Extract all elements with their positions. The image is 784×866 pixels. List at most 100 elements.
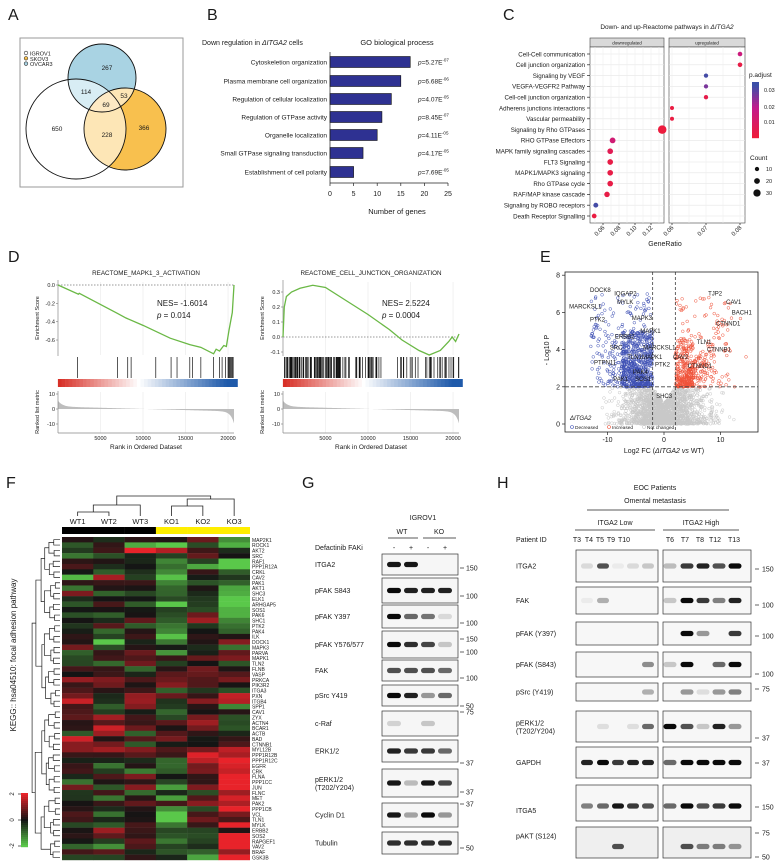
y-axis-label: Enrichment Score <box>35 296 41 340</box>
heatmap-cell <box>155 542 188 548</box>
pathway-dot <box>591 213 597 219</box>
heatmap-cell <box>187 639 219 645</box>
mw-marker: 100 <box>466 594 478 601</box>
heatmap-column-label: KO3 <box>227 517 242 526</box>
antibody-label: ITGA5 <box>516 808 536 815</box>
volcano-point-not-changed <box>707 413 711 417</box>
heatmap-cell <box>62 757 94 764</box>
volcano-point-not-changed <box>673 422 677 426</box>
mw-marker: 100 <box>466 621 478 628</box>
heatmap-column-label: WT1 <box>70 517 86 526</box>
heatmap-cell <box>187 816 219 823</box>
volcano-point-not-changed <box>612 409 616 414</box>
volcano-point-not-changed <box>697 403 701 408</box>
heatmap-cell <box>62 671 94 678</box>
rank-color-bar-step <box>347 379 352 387</box>
blot-band <box>696 563 710 569</box>
y-tick-label: 0 <box>52 407 55 413</box>
rank-color-bar-step <box>215 379 220 387</box>
heatmap-cell <box>218 693 250 699</box>
rank-color-bar-step <box>343 379 348 387</box>
heatmap-cell <box>62 633 94 640</box>
volcano-point-not-changed <box>650 389 654 393</box>
volcano-point-increased <box>695 360 700 365</box>
blot-band <box>421 748 435 754</box>
y-tick-label: 10 <box>274 392 280 398</box>
heatmap-cell <box>187 822 219 828</box>
heatmap-cell <box>62 854 94 861</box>
venn-count-ovcar3_only: 267 <box>102 65 113 72</box>
gene-label: IQGAP2 <box>614 292 637 298</box>
group-color-bar <box>155 527 188 534</box>
volcano-point-not-changed <box>713 413 718 417</box>
heatmap-cell <box>218 547 250 554</box>
heatmap-cell <box>93 768 125 775</box>
color-scale-step <box>752 88 759 91</box>
heatmap-cell <box>93 784 125 791</box>
mw-marker: 37 <box>466 802 474 809</box>
heatmap-cell <box>62 838 94 845</box>
heatmap-cell <box>187 720 219 726</box>
volcano-point-increased <box>725 322 729 327</box>
heatmap-cell <box>155 547 188 554</box>
volcano-point-not-changed <box>695 388 699 392</box>
volcano-point-not-changed <box>682 388 687 393</box>
volcano-point-not-changed <box>684 389 688 393</box>
heatmap-cell <box>124 806 157 812</box>
x-axis-label-part: Log2 FC ( <box>624 448 656 455</box>
heatmap-column-label: KO2 <box>195 517 210 526</box>
row-dendrogram-branch <box>53 657 60 664</box>
color-scale-step <box>21 837 28 840</box>
heatmap-cell <box>124 671 157 678</box>
x-tick-label: 5 <box>352 191 356 198</box>
color-scale-step <box>752 128 759 131</box>
blot-band <box>663 803 677 809</box>
volcano-point-not-changed <box>616 403 620 408</box>
p-equals: = <box>422 60 426 67</box>
rank-color-bar-step <box>162 379 166 387</box>
heatmap-cell <box>62 725 94 731</box>
volcano-point-not-changed <box>600 406 604 410</box>
patient-id: T13 <box>728 537 740 544</box>
volcano-point-not-changed <box>684 403 688 408</box>
antibody-label: pFAK (S843) <box>516 662 556 669</box>
rank-color-bar-step <box>147 379 152 387</box>
blot-band <box>581 803 593 809</box>
volcano-point-not-changed <box>678 422 683 426</box>
pathway-dot <box>703 84 709 89</box>
volcano-point-not-changed <box>699 398 703 402</box>
legend-size-dot <box>754 178 760 184</box>
row-dendrogram-branch <box>54 840 60 847</box>
volcano-point-not-changed <box>660 416 665 420</box>
heatmap-cell <box>124 542 157 548</box>
volcano-point-not-changed <box>646 403 651 408</box>
bar <box>329 166 354 178</box>
y-tick-label: 2 <box>556 384 560 391</box>
heatmap-cell <box>93 720 125 726</box>
rank-color-bar-step <box>308 379 312 387</box>
x-tick-label: 20000 <box>445 436 460 442</box>
heatmap-cell <box>187 601 219 608</box>
gene-label: TLN1 <box>627 355 642 361</box>
volcano-point-not-changed <box>677 406 681 410</box>
volcano-point-not-changed <box>676 398 680 402</box>
heatmap-cell <box>218 617 250 624</box>
y-tick-label: 8 <box>556 273 560 280</box>
color-scale-step <box>21 825 28 828</box>
heatmap-cell <box>62 660 94 667</box>
volcano-point-not-changed <box>656 417 661 421</box>
volcano-point-increased <box>726 328 730 332</box>
blot-band <box>421 692 435 699</box>
title-part: Down- and up-Reactome pathways in <box>600 24 710 31</box>
color-scale-step <box>752 118 759 121</box>
heatmap-cell <box>62 596 94 602</box>
heatmap-cell <box>218 736 250 742</box>
volcano-point-not-changed <box>681 402 686 406</box>
heatmap-cell <box>124 768 157 775</box>
rank-color-bar-step <box>154 379 159 387</box>
heatmap-cell <box>62 763 94 769</box>
heatmap-cell <box>124 537 157 543</box>
x-tick-label: 0.08 <box>610 225 623 238</box>
rank-color-bar-step <box>282 379 287 387</box>
